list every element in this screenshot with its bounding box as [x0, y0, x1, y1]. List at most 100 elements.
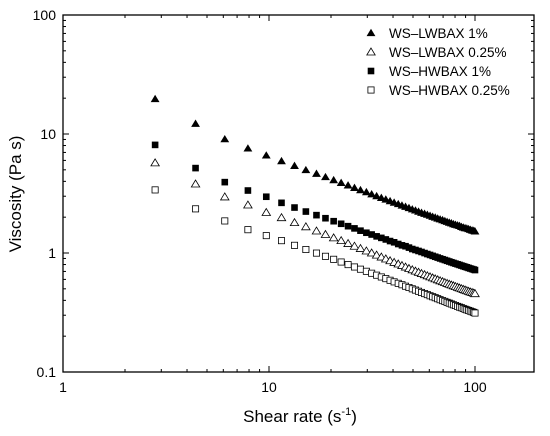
data-point [321, 252, 329, 260]
data-point [276, 212, 287, 222]
legend: WS–LWBAX 1% WS–LWBAX 0.25% WS–HWBAX 1% WS–H… [366, 26, 510, 98]
data-point [261, 151, 271, 159]
data-point [302, 208, 310, 215]
data-point [351, 225, 358, 232]
data-point [220, 134, 230, 143]
y-axis-title: Viscosity (Pa s) [6, 136, 25, 253]
data-point [344, 222, 352, 230]
data-point [329, 175, 339, 184]
data-point [291, 204, 298, 211]
data-point [190, 179, 201, 188]
data-point [356, 185, 365, 194]
data-point [300, 222, 311, 231]
data-point [313, 211, 320, 219]
data-point [151, 186, 159, 194]
data-point [350, 263, 358, 271]
x-axis-title-end: ) [351, 407, 357, 426]
legend-marker [367, 67, 375, 75]
data-point [219, 192, 230, 201]
data-point [363, 229, 370, 237]
data-point [356, 265, 364, 273]
data-point [320, 229, 331, 238]
x-tick-label: 1 [59, 379, 67, 395]
data-point [261, 207, 272, 216]
data-point [405, 244, 413, 251]
legend-item: WS–LWBAX 0.25% [366, 45, 507, 60]
y-tick-label: 100 [33, 7, 57, 23]
data-point [312, 169, 321, 177]
data-point [150, 158, 161, 167]
legend-item: WS–HWBAX 1% [367, 64, 491, 79]
data-point [151, 141, 159, 149]
y-tick-label: 0.1 [37, 364, 57, 380]
legend-label: WS–LWBAX 1% [389, 26, 488, 41]
data-point [191, 119, 200, 127]
data-point [337, 220, 345, 228]
data-point [337, 258, 345, 266]
x-tick-label: 10 [261, 379, 277, 395]
data-point [402, 242, 409, 250]
legend-marker [367, 86, 375, 94]
data-point [321, 172, 330, 181]
data-point [290, 161, 299, 169]
legend-item: WS–HWBAX 0.25% [367, 83, 510, 98]
x-axis-title-superscript: -1 [341, 406, 351, 418]
data-point [344, 261, 352, 269]
data-point [328, 233, 339, 242]
data-point [382, 236, 390, 243]
legend-label: WS–HWBAX 0.25% [389, 83, 510, 98]
data-point [357, 227, 364, 234]
series-4 [151, 186, 479, 317]
data-point [470, 227, 480, 235]
plot-frame [62, 14, 535, 373]
x-axis-title: Shear rate (s-1) [243, 406, 357, 426]
data-point [322, 214, 329, 222]
legend-item: WS–LWBAX 1% [366, 26, 488, 41]
data-point [311, 226, 322, 235]
data-point [355, 243, 366, 252]
series-1 [150, 94, 480, 235]
data-point [386, 237, 394, 245]
legend-label: WS–LWBAX 0.25% [389, 45, 507, 60]
data-point [289, 217, 300, 227]
data-point [291, 241, 299, 249]
data-point [262, 193, 270, 201]
x-axis-title-main: Shear rate (s [243, 407, 341, 426]
data-point [372, 191, 382, 200]
data-point [221, 178, 229, 186]
data-point [150, 94, 160, 103]
data-point [349, 241, 360, 250]
data-point [368, 231, 375, 238]
legend-label: WS–HWBAX 1% [389, 64, 491, 79]
data-point [367, 189, 377, 198]
data-markers [150, 94, 480, 317]
data-point [278, 199, 285, 207]
legend-marker [366, 28, 376, 37]
data-point [378, 234, 385, 242]
data-point [192, 164, 199, 172]
data-point [373, 233, 380, 240]
data-point [262, 232, 270, 240]
data-point [361, 246, 372, 255]
y-tick-label: 1 [48, 245, 56, 261]
data-point [390, 239, 398, 246]
data-point [394, 240, 402, 248]
data-point [312, 249, 320, 257]
data-point [243, 200, 253, 209]
data-point [330, 255, 338, 263]
data-point [221, 217, 229, 225]
data-point [361, 187, 371, 196]
legend-marker [366, 47, 376, 56]
data-point [343, 181, 353, 189]
data-point [366, 248, 377, 257]
series-2 [150, 158, 480, 298]
data-point [244, 226, 252, 234]
data-point [470, 288, 480, 298]
data-point [330, 217, 337, 225]
data-point [398, 242, 406, 249]
y-tick-label: 10 [40, 126, 56, 142]
data-point [244, 187, 252, 194]
data-point [301, 165, 311, 174]
